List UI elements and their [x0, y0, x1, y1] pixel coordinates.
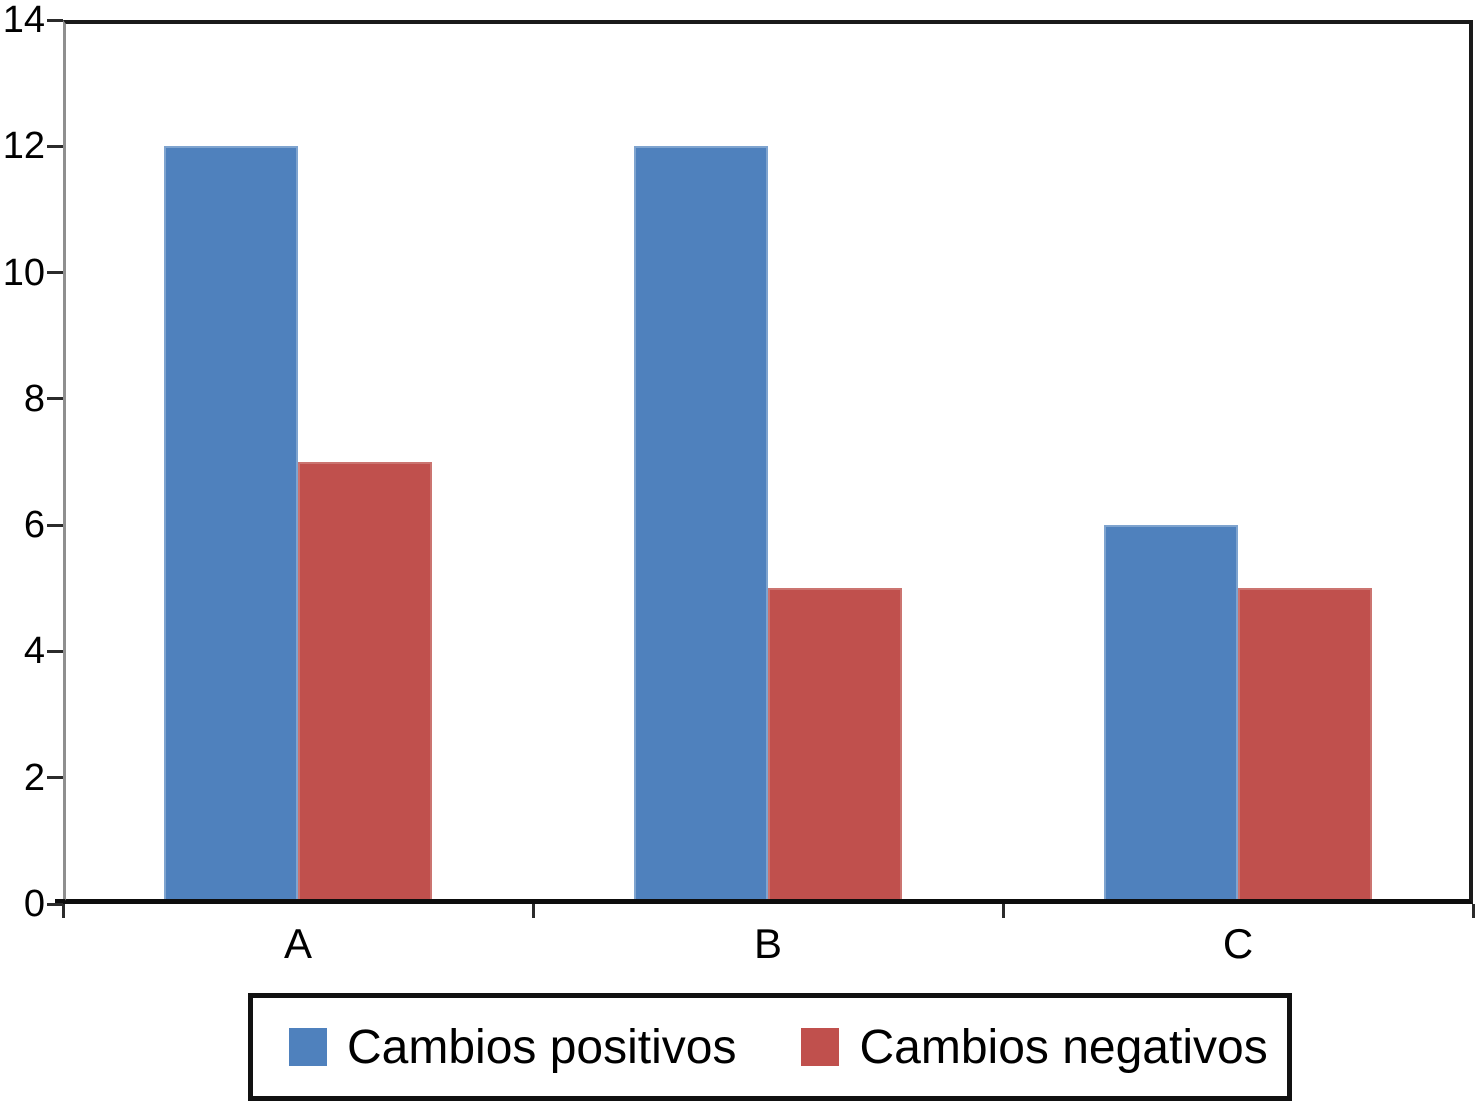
legend: Cambios positivos Cambios negativos [248, 993, 1292, 1101]
y-axis-tick-label: 4 [23, 630, 45, 673]
y-axis-tick-mark [47, 144, 63, 148]
y-axis-tick-label: 10 [2, 251, 45, 294]
bar-cambios-negativos-a [298, 462, 432, 904]
y-axis-tick-label: 8 [23, 377, 45, 420]
legend-item-positivos: Cambios positivos [289, 1020, 736, 1075]
legend-swatch-positivos-icon [289, 1028, 327, 1066]
bar-cambios-positivos-b [634, 146, 768, 904]
y-axis-tick-label: 0 [23, 883, 45, 925]
y-axis-tick-label: 2 [23, 756, 45, 799]
y-axis-tick-label: 14 [2, 0, 45, 41]
bar-cambios-negativos-b [768, 588, 902, 904]
x-axis-tick-mark [61, 904, 65, 918]
y-axis-tick-label: 12 [2, 125, 45, 168]
x-axis-category-label: C [1222, 920, 1254, 967]
y-axis-tick-label: 6 [23, 504, 45, 547]
x-axis-tick-mark [1001, 904, 1005, 918]
y-axis-tick-mark [47, 523, 63, 527]
bar-cambios-positivos-a [164, 146, 298, 904]
legend-item-negativos: Cambios negativos [801, 1020, 1268, 1075]
y-axis-tick-mark [47, 776, 63, 780]
x-axis-tick-mark [1471, 904, 1475, 918]
x-axis-line-stub [55, 899, 65, 904]
legend-label-positivos: Cambios positivos [347, 1020, 737, 1074]
y-axis-tick-mark [47, 271, 63, 275]
x-axis-category-label: B [753, 920, 782, 967]
bar-cambios-negativos-c [1238, 588, 1372, 904]
x-axis-category-label: A [283, 920, 312, 967]
legend-label-negativos: Cambios negativos [859, 1020, 1268, 1074]
y-axis-tick-mark [47, 649, 63, 653]
y-axis-tick-mark [47, 902, 63, 906]
y-axis-tick-mark [47, 18, 63, 22]
legend-swatch-negativos-icon [801, 1028, 840, 1066]
y-axis-tick-mark [47, 397, 63, 401]
x-axis-tick-mark [531, 904, 535, 918]
bar-cambios-positivos-c [1104, 525, 1238, 904]
